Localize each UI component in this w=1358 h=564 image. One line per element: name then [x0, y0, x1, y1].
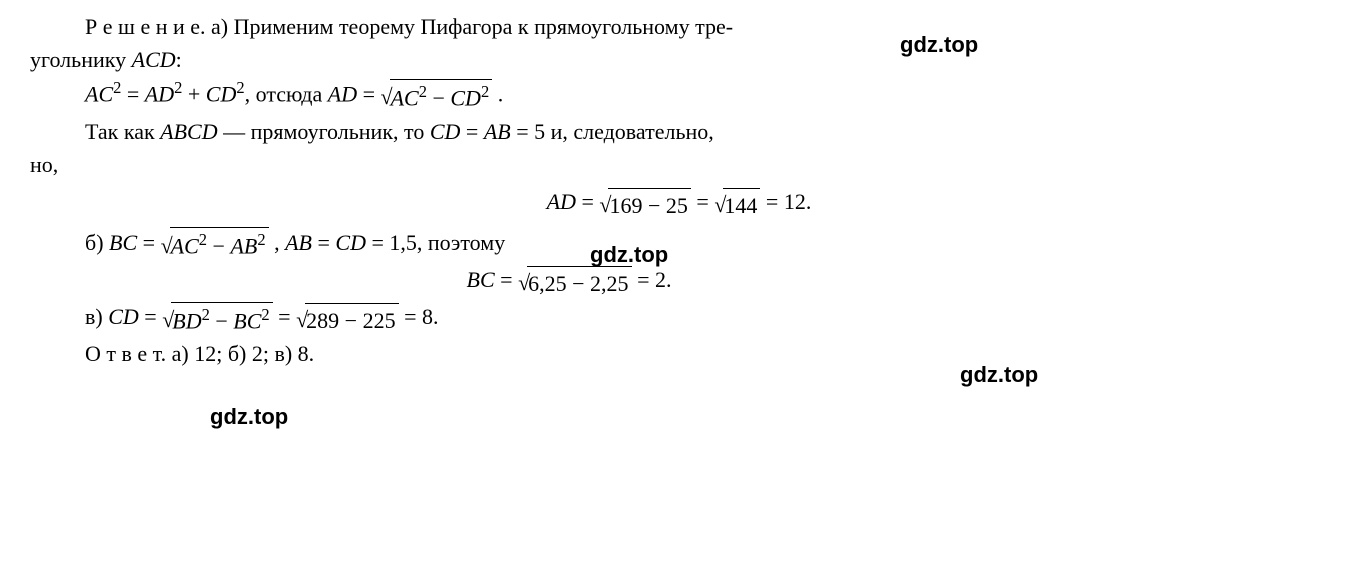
- text: =: [139, 304, 162, 329]
- math-var: AC: [85, 81, 113, 106]
- equation-1: AD = √169 − 25 = √144 = 12.: [30, 185, 1328, 222]
- text: =: [137, 230, 160, 255]
- math-var: CD: [108, 304, 139, 329]
- text: = 1,5, поэтому: [366, 230, 505, 255]
- text: , отсюда: [245, 81, 328, 106]
- text: =: [576, 189, 599, 214]
- math-var: AD: [328, 81, 357, 106]
- math-var: ACD: [132, 47, 176, 72]
- solution-line-5: но,: [30, 148, 1328, 181]
- math-var: AC: [171, 234, 199, 259]
- solution-line-2: угольнику ACD:: [30, 43, 1328, 76]
- exponent: 2: [236, 78, 244, 97]
- text: −: [210, 308, 233, 333]
- math-var: BD: [172, 308, 201, 333]
- exponent: 2: [199, 230, 207, 249]
- solution-label: Р е ш е н и е.: [85, 14, 206, 39]
- sqrt-body: 144: [723, 188, 760, 222]
- text: =: [460, 119, 483, 144]
- sqrt-body: AC2 − AB2: [170, 227, 269, 262]
- math-var: BC: [467, 267, 495, 292]
- math-var: CD: [430, 119, 461, 144]
- sqrt-body: BD2 − BC2: [171, 302, 272, 337]
- text: в): [85, 304, 108, 329]
- math-var: AB: [230, 234, 257, 259]
- sqrt: √289 − 225: [296, 301, 399, 337]
- exponent: 2: [257, 230, 265, 249]
- text: −: [207, 234, 230, 259]
- text: =: [121, 81, 144, 106]
- text: = 8.: [399, 304, 439, 329]
- solution-line-b: б) BC = √AC2 − AB2 , AB = CD = 1,5, поэт…: [30, 226, 1328, 263]
- answer-label: О т в е т.: [85, 341, 166, 366]
- text: +: [182, 81, 205, 106]
- answer-line: О т в е т. а) 12; б) 2; в) 8.: [30, 337, 1328, 370]
- exponent: 2: [481, 82, 489, 101]
- sqrt: √AC2 − CD2: [381, 78, 493, 115]
- text: = 12.: [760, 189, 811, 214]
- sqrt: √169 − 25: [599, 186, 691, 222]
- sqrt-body: AC2 − CD2: [390, 79, 493, 114]
- text: угольнику: [30, 47, 132, 72]
- solution-line-1: Р е ш е н и е. а) Применим теорему Пифаг…: [30, 10, 1328, 43]
- exponent: 2: [261, 305, 269, 324]
- equation-2-row: BC = √6,25 − 2,25 = 2.: [30, 263, 1328, 300]
- exponent: 2: [202, 305, 210, 324]
- text: :: [176, 47, 182, 72]
- sqrt: √AC2 − AB2: [161, 226, 269, 263]
- sqrt: √144: [714, 186, 760, 222]
- math-var: BC: [109, 230, 137, 255]
- text: Так как: [85, 119, 160, 144]
- text: = 5 и, следовательно,: [511, 119, 714, 144]
- text: а) Применим теорему Пифагора к прямоугол…: [206, 14, 734, 39]
- text: ,: [269, 230, 286, 255]
- solution-line-v: в) CD = √BD2 − BC2 = √289 − 225 = 8.: [30, 300, 1328, 337]
- text: −: [427, 86, 450, 111]
- math-var: CD: [450, 86, 481, 111]
- math-var: AD: [145, 81, 174, 106]
- equation-2: BC = √6,25 − 2,25 = 2.: [30, 263, 1108, 300]
- sqrt-body: 289 − 225: [305, 303, 398, 337]
- solution-line-4: Так как ABCD — прямоугольник, то CD = AB…: [30, 115, 1328, 148]
- text: но,: [30, 152, 58, 177]
- watermark: gdz.top: [900, 28, 978, 61]
- watermark: gdz.top: [960, 358, 1038, 391]
- text: .: [492, 81, 503, 106]
- math-var: CD: [206, 81, 237, 106]
- watermark: gdz.top: [210, 400, 288, 433]
- sqrt: √BD2 − BC2: [162, 300, 272, 337]
- math-var: ABCD: [160, 119, 217, 144]
- text: =: [312, 230, 335, 255]
- math-var: CD: [335, 230, 366, 255]
- math-var: AC: [391, 86, 419, 111]
- exponent: 2: [419, 82, 427, 101]
- text: — прямоугольник, то: [218, 119, 430, 144]
- math-var: BC: [233, 308, 261, 333]
- text: =: [691, 189, 714, 214]
- text: =: [357, 81, 380, 106]
- text: б): [85, 230, 109, 255]
- watermark: gdz.top: [590, 238, 668, 271]
- math-var: AD: [547, 189, 576, 214]
- text: =: [273, 304, 296, 329]
- text: =: [495, 267, 518, 292]
- math-var: AB: [285, 230, 312, 255]
- text: а) 12; б) 2; в) 8.: [166, 341, 314, 366]
- sqrt-body: 169 − 25: [608, 188, 690, 222]
- solution-line-3: AC2 = AD2 + CD2, отсюда AD = √AC2 − CD2 …: [30, 76, 1328, 115]
- math-var: AB: [484, 119, 511, 144]
